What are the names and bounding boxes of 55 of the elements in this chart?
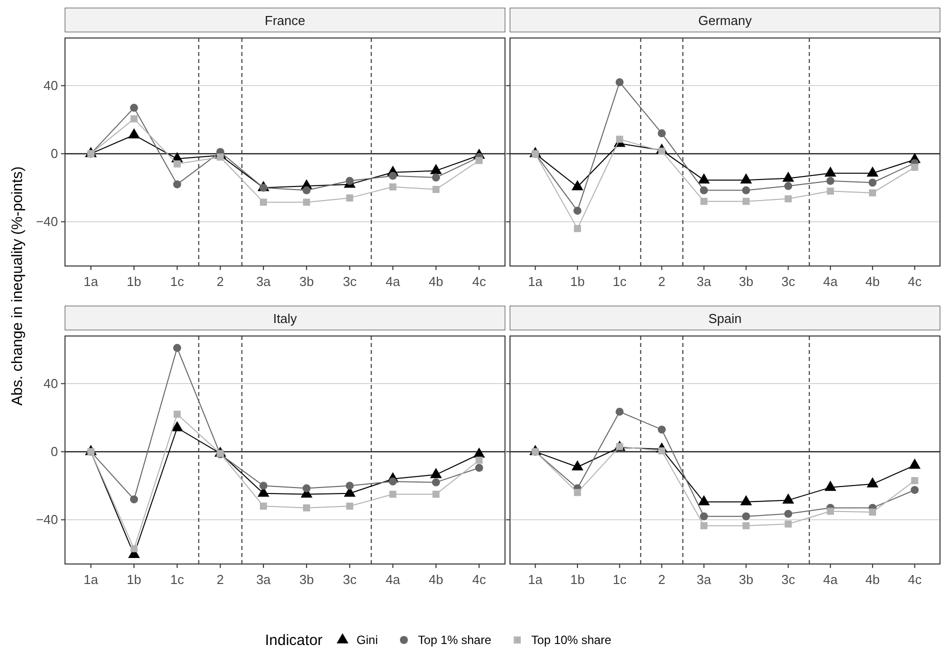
x-tick-label: 3b [738,274,754,289]
y-tick-label: −40 [36,512,58,527]
x-tick-label: 1b [570,274,585,289]
x-tick-label: 1b [126,572,142,587]
y-tick-label: 0 [50,444,58,459]
chart-title: France [264,13,306,28]
y-tick-label: −40 [36,214,58,229]
chart-title: Germany [698,13,752,28]
y-axis-title: Abs. change in inequality (%-points) [9,166,26,406]
x-tick-label: 3b [299,572,314,587]
x-tick-label: 3a [696,572,712,587]
x-tick-label: 2 [658,572,666,587]
x-tick-label: 2 [216,572,224,587]
chart-title: Spain [708,311,742,326]
x-tick-label: 3c [781,572,796,587]
x-tick-label: 4a [823,274,838,289]
x-tick-label: 1a [528,274,544,289]
x-tick-label: 3c [781,274,796,289]
x-tick-label: 1b [126,274,142,289]
x-tick-label: 1a [528,572,544,587]
x-tick-label: 2 [658,274,666,289]
x-tick-label: 4a [823,572,838,587]
x-tick-label: 4a [386,572,401,587]
x-tick-label: 3c [342,274,358,289]
x-tick-label: 3b [299,274,314,289]
y-tick-label: 40 [44,78,58,93]
x-tick-label: 4b [428,274,444,289]
x-tick-label: 4c [908,274,922,289]
x-tick-label: 1c [612,274,627,289]
legend-label: Gini [356,633,378,647]
y-tick-label: 40 [44,376,58,391]
y-tick-label: 0 [50,146,58,161]
x-tick-label: 1a [84,572,99,587]
x-tick-label: 1c [612,572,627,587]
x-tick-label: 1b [570,572,585,587]
x-tick-label: 4c [472,274,486,289]
chart-title: Italy [273,311,298,326]
legend-label: Top 10% share [531,633,612,647]
x-tick-label: 2 [216,274,224,289]
x-tick-label: 3a [256,274,272,289]
x-tick-label: 1c [170,572,185,587]
x-tick-label: 3b [738,572,754,587]
x-tick-label: 1c [170,274,185,289]
x-tick-label: 4b [865,274,880,289]
x-tick-label: 4a [386,274,401,289]
x-tick-label: 3c [342,572,358,587]
x-tick-label: 4b [865,572,880,587]
x-tick-label: 3a [696,274,712,289]
x-tick-label: 4c [472,572,486,587]
x-tick-label: 4b [428,572,444,587]
x-tick-label: 3a [256,572,272,587]
legend-label: Top 1% share [418,633,492,647]
legend-title: Indicator [265,632,323,649]
x-tick-label: 4c [908,572,922,587]
x-tick-label: 1a [84,274,99,289]
